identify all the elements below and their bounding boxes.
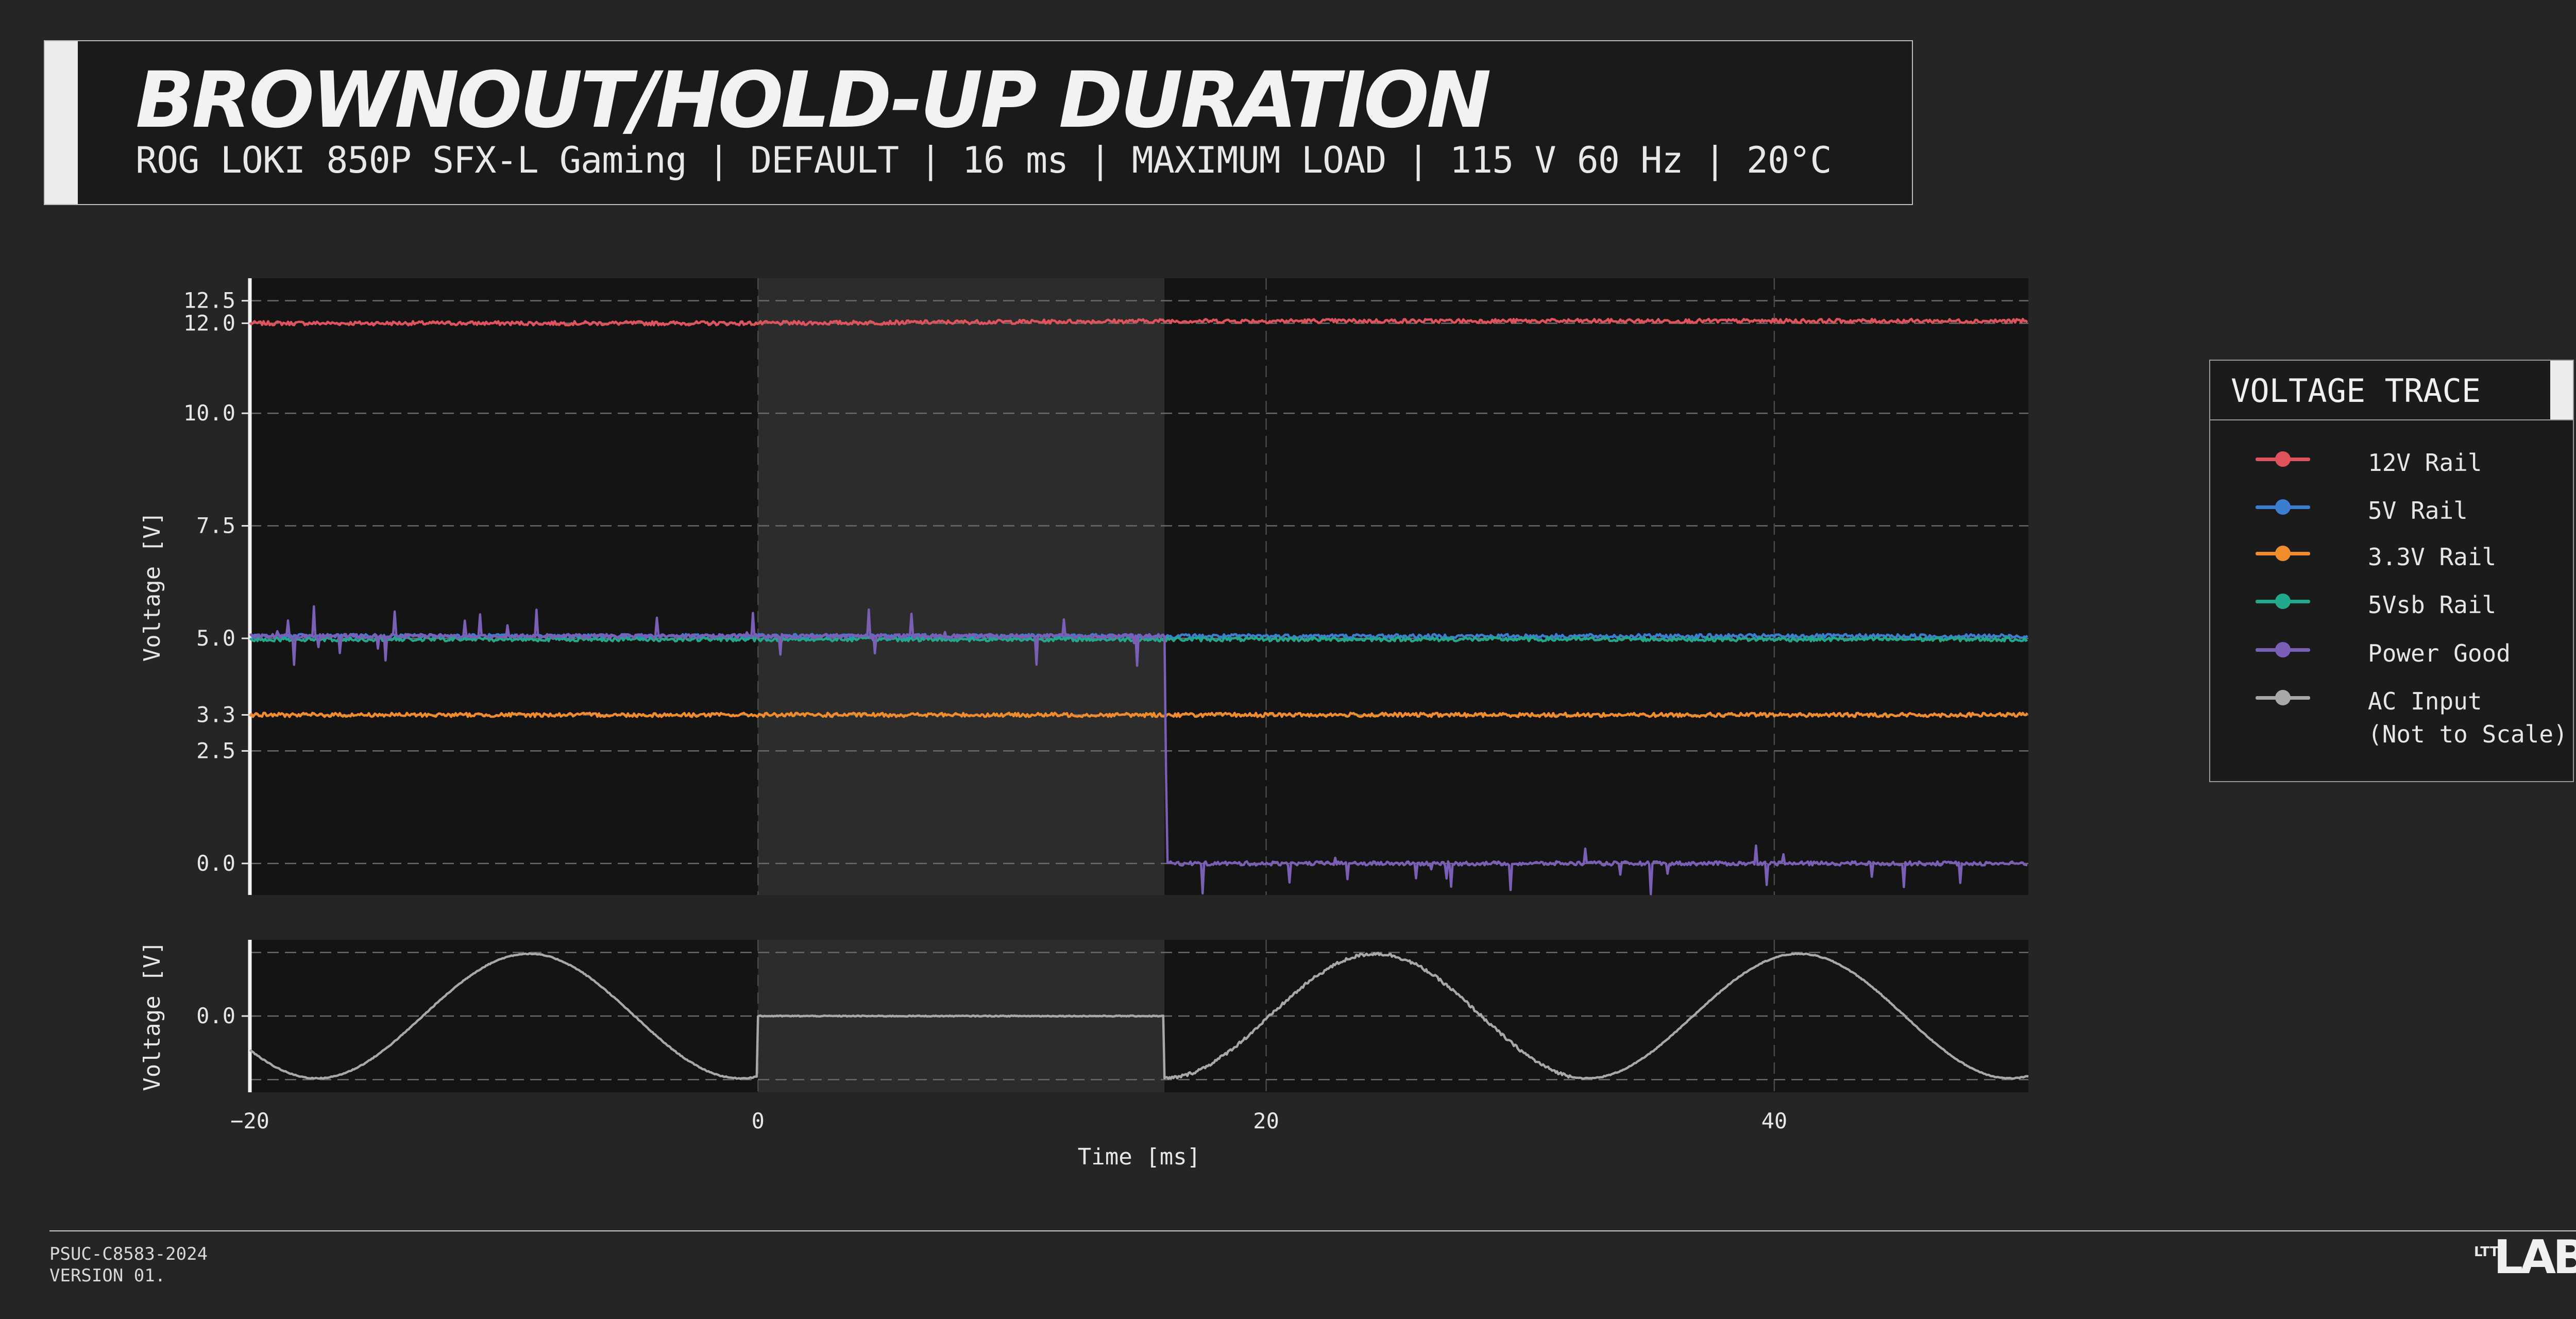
- legend-label: 3.3V Rail: [2368, 543, 2497, 571]
- logo-mark: LTT: [2474, 1244, 2499, 1260]
- legend-label: 12V Rail: [2368, 449, 2482, 477]
- y-tick-label: 10.0: [183, 400, 235, 426]
- legend-swatch-marker: [2275, 594, 2291, 609]
- y-tick-label: 0.0: [196, 1003, 235, 1028]
- holdup-shaded-region: [758, 278, 1165, 895]
- series-ac-input: [249, 952, 2029, 1080]
- y-tick-label: 2.5: [196, 738, 235, 763]
- series-12v-rail: [249, 317, 2028, 327]
- y-tick-label: 12.5: [183, 288, 235, 313]
- legend-label: 5Vsb Rail: [2368, 591, 2497, 619]
- panel-rails: 0.0 2.5 3.3 5.0 7.5 10.0 12.012.5 Voltage [V]: [139, 278, 2028, 895]
- y-tick-label: 5.0: [196, 625, 235, 651]
- document-id: PSUC-C8583-2024: [49, 1244, 208, 1264]
- series-power-good: [249, 605, 2028, 895]
- x-tick-label: 40: [1761, 1108, 1788, 1134]
- legend-swatch-marker: [2275, 499, 2291, 515]
- y-tick-label: 12.0: [183, 310, 235, 335]
- legend-label: AC Input (Not to Scale): [2368, 687, 2568, 748]
- x-axis-label: Time [ms]: [1078, 1144, 1200, 1170]
- y-axis-label: Voltage [V]: [139, 941, 165, 1091]
- legend-title: VOLTAGE TRACE: [2231, 372, 2481, 410]
- title-box: BROWNOUT/HOLD-UP DURATION ROG LOKI 850P …: [44, 40, 1913, 205]
- x-tick-label: −20: [230, 1108, 269, 1134]
- series-3-3v-rail: [249, 712, 2028, 718]
- legend-swatch-marker: [2275, 642, 2291, 657]
- legend-label: Power Good: [2368, 639, 2511, 667]
- legend: VOLTAGE TRACE 12V Rail 5V Rail 3.3V Rail 5V…: [2209, 360, 2574, 782]
- x-tick-label: 20: [1253, 1108, 1279, 1134]
- chart-subtitle: ROG LOKI 850P SFX-L Gaming | DEFAULT | 1…: [135, 139, 1832, 181]
- y-tick-label: 7.5: [196, 513, 235, 538]
- chart-title: BROWNOUT/HOLD-UP DURATION: [135, 56, 1492, 145]
- x-tick-label: 0: [752, 1108, 765, 1134]
- legend-swatch-marker: [2275, 546, 2291, 561]
- title-accent-bar: [45, 41, 78, 204]
- legend-accent-tab: [2550, 361, 2573, 419]
- logo-text: LABS: [2494, 1230, 2576, 1284]
- document-version: VERSION 01.: [49, 1265, 166, 1286]
- y-tick-label: 3.3: [196, 702, 235, 728]
- legend-label: 5V Rail: [2368, 497, 2468, 525]
- legend-header: VOLTAGE TRACE: [2210, 361, 2573, 420]
- y-axis-label: Voltage [V]: [139, 512, 165, 662]
- panel-ac-input: 0.0 Voltage [V]: [139, 940, 2029, 1092]
- footer-divider: [49, 1230, 2576, 1231]
- y-tick-label: 0.0: [196, 851, 235, 876]
- legend-swatch-marker: [2275, 690, 2291, 705]
- legend-swatch-marker: [2275, 451, 2291, 467]
